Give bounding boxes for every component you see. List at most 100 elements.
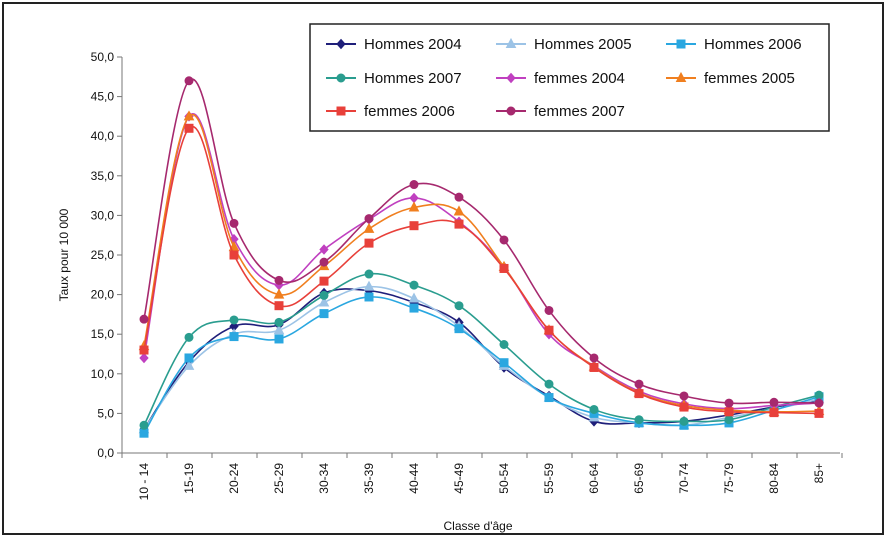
x-tick-label: 65-69: [632, 463, 646, 494]
data-point: [229, 332, 239, 342]
x-tick-label: 45-49: [452, 463, 466, 494]
legend-swatch-marker: [505, 37, 517, 48]
legend: Hommes 2004 Hommes 2005 Hommes 2006 Hommes …: [309, 23, 830, 132]
data-point: [408, 292, 420, 303]
y-tick-label: 45,0: [91, 90, 115, 104]
data-point: [229, 250, 239, 260]
legend-label: Hommes 2007: [364, 70, 462, 87]
legend-entry: femmes 2004: [496, 70, 625, 87]
series-line: [143, 113, 820, 410]
x-tick-label: 80-84: [767, 463, 781, 494]
data-point: [139, 428, 149, 438]
x-tick-label: 30-34: [317, 463, 331, 494]
data-point: [363, 280, 375, 291]
data-point: [589, 353, 599, 363]
data-point: [274, 301, 284, 311]
data-point: [319, 290, 329, 300]
series-line: [143, 272, 820, 426]
x-tick-label: 70-74: [677, 463, 691, 494]
legend-label: femmes 2007: [534, 103, 625, 120]
x-tick-label: 25-29: [272, 463, 286, 494]
legend-entry: Hommes 2006: [666, 36, 802, 53]
x-tick-label: 50-54: [497, 463, 511, 494]
data-point: [364, 292, 374, 302]
data-point: [183, 359, 195, 370]
data-point: [409, 303, 419, 313]
data-point: [229, 218, 239, 228]
legend-label: Hommes 2005: [534, 36, 632, 53]
y-tick-label: 10,0: [91, 367, 115, 381]
data-point: [184, 76, 194, 86]
data-point: [183, 110, 195, 121]
x-tick-label: 60-64: [587, 463, 601, 494]
x-ticks: 10 - 14 15-19 20-24 25-29 30-34 35-39 40-44 45-…: [121, 453, 843, 500]
x-axis-title: Classe d'âge: [444, 519, 513, 533]
data-point: [679, 402, 689, 412]
data-point: [273, 324, 285, 335]
data-point: [544, 305, 554, 315]
y-tick-label: 35,0: [91, 169, 115, 183]
legend-label: Hommes 2004: [364, 36, 462, 53]
y-axis-title: Taux pour 10 000: [57, 208, 71, 301]
data-point: [499, 358, 509, 368]
x-tick-label: 75-79: [722, 463, 736, 494]
data-point: [139, 314, 149, 324]
x-tick-label: 15-19: [182, 463, 196, 494]
legend-swatch-marker: [336, 106, 346, 116]
x-tick-label: 35-39: [362, 463, 376, 494]
data-point: [499, 263, 509, 273]
data-point: [454, 324, 464, 334]
legend-entry: femmes 2006: [326, 103, 455, 120]
data-point: [679, 416, 689, 426]
legend-label: femmes 2005: [704, 70, 795, 87]
data-point: [139, 352, 149, 364]
legend-swatch-marker: [336, 73, 346, 83]
data-point: [724, 398, 734, 408]
y-tick-label: 40,0: [91, 129, 115, 143]
data-point: [364, 269, 374, 279]
data-point: [454, 192, 464, 202]
y-tick-label: 15,0: [91, 327, 115, 341]
data-point: [499, 235, 509, 245]
legend-entry: Hommes 2005: [496, 36, 632, 53]
data-point: [139, 420, 149, 430]
legend-box: [309, 23, 830, 132]
legend-entry: Hommes 2007: [326, 70, 462, 87]
y-tick-label: 5,0: [97, 406, 114, 420]
data-point: [634, 415, 644, 425]
data-point: [319, 276, 329, 286]
data-point: [453, 205, 465, 216]
data-point: [408, 201, 420, 212]
y-ticks: 0,0 5,0 10,0 15,0 20,0 25,0 30,0 35,0 40,0 45,0 50…: [91, 50, 122, 460]
legend-entry: Hommes 2004: [326, 36, 462, 53]
data-point: [634, 389, 644, 399]
y-tick-label: 20,0: [91, 288, 115, 302]
series-hommes-2007: [139, 269, 824, 430]
y-axis: 0,0 5,0 10,0 15,0 20,0 25,0 30,0 35,0 40,0 45,0 50…: [91, 50, 123, 460]
data-point: [724, 407, 734, 417]
series-line: [143, 296, 820, 434]
legend-items: Hommes 2004 Hommes 2005 Hommes 2006 Hommes …: [326, 36, 802, 120]
series-femmes-2006: [139, 123, 824, 418]
data-point: [589, 362, 599, 372]
data-point: [364, 214, 374, 224]
data-point: [544, 325, 554, 335]
data-point: [319, 257, 329, 267]
data-point: [319, 309, 329, 319]
data-point: [274, 317, 284, 327]
data-point: [679, 391, 689, 401]
series-layer: [138, 76, 825, 438]
x-tick-label: 40-44: [407, 463, 421, 494]
data-point: [274, 275, 284, 285]
series-femmes-2007: [139, 76, 824, 408]
y-tick-label: 25,0: [91, 248, 115, 262]
y-tick-label: 30,0: [91, 208, 115, 222]
legend-entry: femmes 2005: [666, 70, 795, 87]
legend-swatch-marker: [506, 72, 516, 84]
data-point: [544, 379, 554, 389]
legend-entry: femmes 2007: [496, 103, 625, 120]
data-point: [274, 334, 284, 344]
data-point: [769, 397, 779, 407]
x-axis: 10 - 14 15-19 20-24 25-29 30-34 35-39 40-44 45-…: [121, 452, 843, 500]
